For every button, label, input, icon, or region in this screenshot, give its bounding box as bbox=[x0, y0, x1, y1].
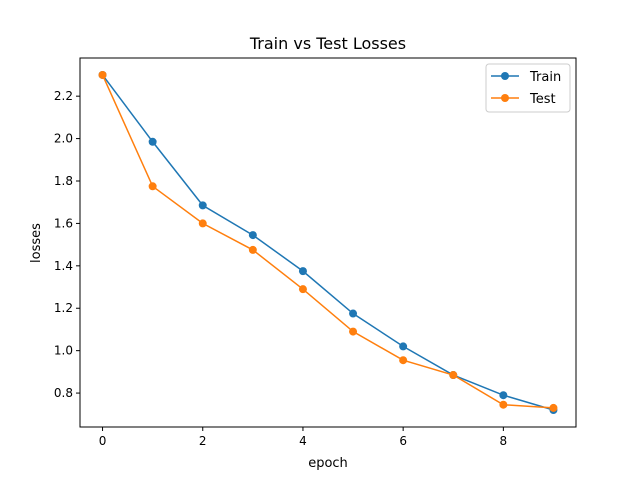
data-point-test bbox=[449, 371, 458, 380]
x-tick-label: 6 bbox=[399, 434, 407, 448]
series-line-train bbox=[101, 74, 554, 411]
y-tick-label: 2.0 bbox=[54, 132, 73, 146]
legend-item-train: Train bbox=[491, 70, 561, 85]
series-test bbox=[98, 70, 558, 412]
data-point-train bbox=[349, 309, 358, 318]
data-point-train bbox=[399, 342, 408, 351]
data-point-test bbox=[298, 285, 307, 294]
data-point-test bbox=[148, 182, 157, 191]
legend-marker bbox=[501, 72, 509, 80]
legend-label: Train bbox=[529, 70, 561, 85]
x-tick-label: 8 bbox=[500, 434, 508, 448]
y-axis: 0.8 1.0 1.2 1.4 1.6 1.8 2.0 2.2 bbox=[54, 89, 80, 400]
data-point-test bbox=[499, 400, 508, 409]
y-tick-label: 1.0 bbox=[54, 344, 73, 358]
y-tick-label: 2.2 bbox=[54, 89, 73, 103]
data-point-train bbox=[298, 267, 307, 276]
data-point-test bbox=[349, 327, 358, 336]
y-tick-label: 1.8 bbox=[54, 174, 73, 188]
legend-marker bbox=[501, 94, 509, 102]
data-point-train bbox=[499, 391, 508, 400]
data-point-train bbox=[248, 231, 257, 240]
x-tick-label: 4 bbox=[299, 434, 307, 448]
legend-label: Test bbox=[529, 92, 556, 107]
y-tick-label: 1.6 bbox=[54, 216, 73, 230]
data-point-train bbox=[148, 137, 157, 146]
x-tick-label: 2 bbox=[199, 434, 207, 448]
y-axis-label: losses bbox=[29, 223, 44, 263]
data-point-test bbox=[198, 219, 207, 228]
chart-title: Train vs Test Losses bbox=[249, 34, 406, 53]
legend: Train Test bbox=[485, 63, 571, 113]
series-line-test bbox=[101, 74, 554, 409]
y-tick-label: 1.4 bbox=[54, 259, 73, 273]
data-point-test bbox=[248, 245, 257, 254]
data-point-test bbox=[98, 70, 107, 79]
data-point-test bbox=[549, 403, 558, 412]
legend-item-test: Test bbox=[491, 92, 556, 107]
data-point-train bbox=[198, 201, 207, 210]
x-axis: 0 2 4 6 8 bbox=[99, 427, 507, 448]
y-tick-label: 0.8 bbox=[54, 386, 73, 400]
data-point-test bbox=[399, 356, 408, 365]
series-layer bbox=[98, 70, 558, 415]
series-train bbox=[98, 70, 558, 415]
plot-area bbox=[79, 57, 577, 428]
y-tick-label: 1.2 bbox=[54, 301, 73, 315]
x-axis-label: epoch bbox=[308, 456, 348, 471]
x-tick-label: 0 bbox=[99, 434, 107, 448]
